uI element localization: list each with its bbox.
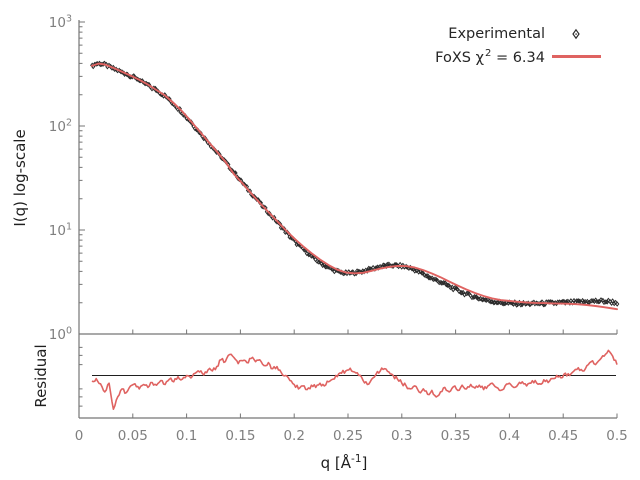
x-tick-label: 0 [74, 428, 84, 444]
main-y-axis-label: I(q) log-scale [11, 129, 29, 227]
foxs-fit-curve [90, 62, 618, 311]
legend-foxs-sup: 2 [484, 48, 492, 59]
x-tick-label: 0.25 [332, 428, 364, 444]
legend-foxs-post: = 6.34 [491, 49, 545, 66]
experimental-marker-icon [545, 27, 607, 41]
x-axis-label-sup: -1 [351, 453, 362, 465]
legend-item-foxs: FoXS χ2 = 6.34 [355, 48, 607, 66]
x-tick-label: 0.35 [440, 428, 471, 444]
legend-foxs-pre: FoXS χ [435, 49, 484, 66]
main-y-ticks [79, 21, 85, 335]
residual-curve [91, 349, 618, 411]
x-axis-label: q [Å-1] [321, 453, 368, 472]
y-tick-label: 103 [48, 13, 72, 31]
residual-y-axis-label: Residual [32, 344, 50, 408]
x-axis-label-post: ] [361, 454, 368, 472]
x-tick-label: 0.45 [548, 428, 579, 444]
x-tick-label: 0.1 [175, 428, 198, 444]
x-axis-label-pre: q [Å [320, 454, 352, 472]
y-tick-label: 102 [48, 117, 72, 135]
legend-label-foxs: FoXS χ2 = 6.34 [355, 48, 545, 66]
x-tick-label: 0.15 [225, 428, 256, 444]
x-ticks [78, 329, 618, 418]
legend-label-experimental: Experimental [448, 26, 545, 42]
legend-item-experimental: Experimental [355, 26, 607, 42]
experimental-points [90, 60, 620, 308]
y-tick-label: 101 [48, 221, 72, 239]
residual-y-ticks [79, 346, 83, 407]
foxs-line-icon [545, 55, 607, 59]
x-tick-label: 0.4 [498, 428, 521, 444]
x-tick-label: 0.2 [283, 428, 305, 444]
x-tick-label: 0.05 [117, 428, 148, 444]
x-tick-label: 0.3 [391, 428, 413, 444]
x-tick-label: 0.5 [606, 428, 628, 444]
y-tick-label: 100 [48, 325, 72, 343]
